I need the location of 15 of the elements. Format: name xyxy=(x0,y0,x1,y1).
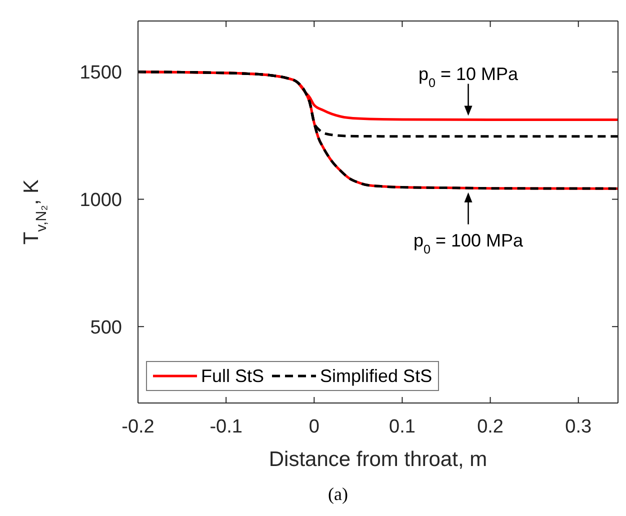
legend-label: Simplified StS xyxy=(320,365,432,388)
annotation: p$_{0}$ = 100 MPa xyxy=(413,230,524,256)
x-tick-label: 0.2 xyxy=(477,416,504,438)
x-tick-label: -0.2 xyxy=(122,416,154,438)
annotation: p$_{0}$ = 10 MPa xyxy=(418,64,520,90)
x-tick-label: -0.1 xyxy=(210,416,242,438)
text: (a) xyxy=(328,484,348,504)
x-tick-label: 0 xyxy=(308,416,320,438)
y-tick-label: 500 xyxy=(90,317,122,338)
y-tick-label: 1000 xyxy=(80,190,122,212)
legend-label: Full StS xyxy=(201,365,264,388)
y-tick-label: 1500 xyxy=(80,62,122,84)
x-tick-label: 0.3 xyxy=(565,416,592,438)
x-tick-label: 0.1 xyxy=(389,416,416,438)
x-axis-title: Distance from throat, m xyxy=(268,448,488,471)
